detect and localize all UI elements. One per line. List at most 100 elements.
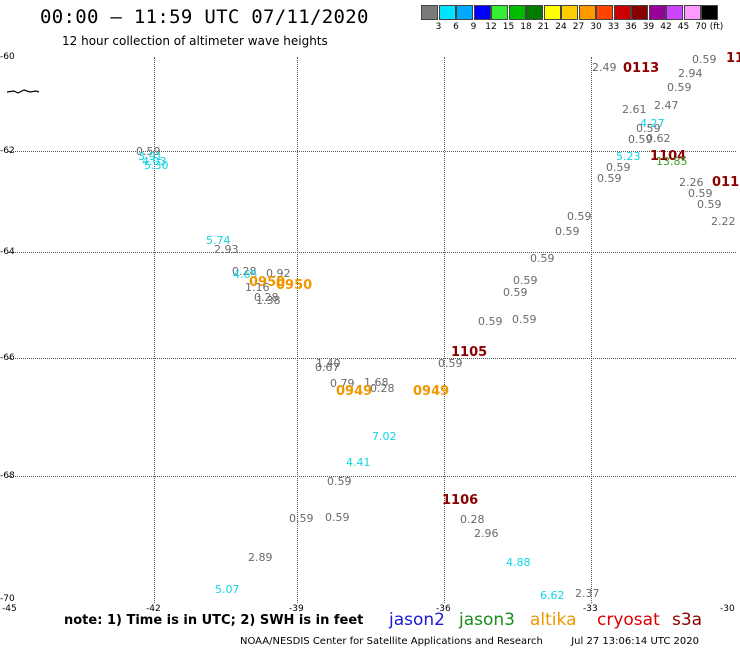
wave-height-value: 0.59 bbox=[606, 161, 631, 174]
meridian-line bbox=[444, 57, 445, 603]
map-title: 00:00 – 11:59 UTC 07/11/2020 bbox=[40, 6, 369, 28]
wave-height-value: 5.30 bbox=[144, 159, 169, 172]
parallel-line bbox=[8, 476, 736, 477]
wave-height-value: 0.59 bbox=[567, 210, 592, 223]
wave-height-value: 4.27 bbox=[640, 117, 665, 130]
wave-height-value: 5.07 bbox=[215, 583, 240, 596]
scale-label: 42 bbox=[660, 22, 672, 32]
scale-swatch bbox=[561, 5, 578, 20]
wave-height-value: 1.38 bbox=[256, 294, 281, 307]
latitude-label: -66 bbox=[0, 353, 15, 363]
scale-swatch bbox=[473, 5, 491, 20]
wave-height-value: 0.59 bbox=[136, 145, 161, 158]
scale-swatch bbox=[578, 5, 596, 20]
wave-height-value: 0.67 bbox=[315, 361, 340, 374]
pass-time-label: 1105 bbox=[451, 345, 488, 360]
latitude-label: -62 bbox=[0, 146, 15, 156]
scale-swatch bbox=[456, 5, 473, 20]
wave-height-value: 0.62 bbox=[646, 132, 671, 145]
wave-height-value: 2.93 bbox=[214, 243, 239, 256]
wave-height-value: 0.59 bbox=[513, 274, 538, 287]
wave-height-value: 2.96 bbox=[474, 527, 499, 540]
wave-height-value: 0.59 bbox=[325, 511, 350, 524]
footer-credit: NOAA/NESDIS Center for Satellite Applica… bbox=[240, 636, 699, 647]
wave-height-value: 0.59 bbox=[512, 313, 537, 326]
scale-swatch bbox=[631, 5, 648, 20]
scale-label: 33 bbox=[607, 22, 620, 32]
scale-label: 27 bbox=[572, 22, 585, 32]
wave-height-value: 2.94 bbox=[678, 67, 703, 80]
longitude-label: -33 bbox=[583, 604, 598, 614]
wave-height-value: 2.26 bbox=[679, 176, 704, 189]
wave-height-value: 0.92 bbox=[266, 267, 291, 280]
footer-note: note: 1) Time is in UTC; 2) SWH is in fe… bbox=[64, 613, 364, 628]
pass-time-label: 1104 bbox=[650, 149, 687, 164]
parallel-line bbox=[8, 358, 736, 359]
wave-height-value: 0.59 bbox=[628, 133, 653, 146]
wave-height-value: 0.59 bbox=[697, 198, 722, 211]
scale-swatch bbox=[613, 5, 631, 20]
scale-unit: (ft) bbox=[709, 22, 724, 32]
scale-label: 12 bbox=[485, 22, 497, 32]
scale-swatch bbox=[683, 5, 701, 20]
scale-swatch bbox=[526, 5, 543, 20]
wave-height-value: 5.23 bbox=[616, 150, 641, 163]
pass-time-label: 0950 bbox=[276, 278, 313, 293]
wave-height-value: 0.28 bbox=[370, 382, 395, 395]
longitude-label: -42 bbox=[146, 604, 161, 614]
wave-height-value: 0.59 bbox=[503, 286, 528, 299]
pass-time-label: 1106 bbox=[442, 493, 479, 508]
scale-swatch bbox=[508, 5, 526, 20]
parallel-line bbox=[8, 252, 736, 253]
wave-height-value: 0.59 bbox=[327, 475, 352, 488]
scale-swatch bbox=[648, 5, 666, 20]
scale-label: 24 bbox=[555, 22, 567, 32]
wave-height-value: 13.85 bbox=[656, 155, 688, 168]
wave-height-value: 2.37 bbox=[575, 587, 600, 600]
wave-height-value: 0.28 bbox=[460, 513, 485, 526]
latitude-label: -64 bbox=[0, 247, 15, 257]
wave-height-value: 4.41 bbox=[346, 456, 371, 469]
satellite-altika: altika bbox=[530, 610, 577, 630]
satellite-jason3: jason3 bbox=[459, 610, 515, 630]
scale-label: 36 bbox=[625, 22, 637, 32]
wave-height-value: 0.59 bbox=[597, 172, 622, 185]
wave-height-value: 1.16 bbox=[245, 281, 270, 294]
meridian-line bbox=[154, 57, 155, 603]
latitude-label: -60 bbox=[0, 52, 15, 62]
coastline-fragment bbox=[6, 89, 40, 94]
satellite-jason2: jason2 bbox=[389, 610, 445, 630]
scale-label: 21 bbox=[537, 22, 550, 32]
longitude-label: -36 bbox=[436, 604, 451, 614]
longitude-label: -45 bbox=[2, 604, 17, 614]
pass-time-label: 0113 bbox=[623, 61, 660, 76]
latitude-label: -70 bbox=[0, 594, 15, 604]
wave-height-value: 3.91 bbox=[138, 150, 163, 163]
wave-height-value: 2.47 bbox=[654, 99, 679, 112]
scale-swatch bbox=[491, 5, 508, 20]
wave-height-value: 0.59 bbox=[478, 315, 503, 328]
wave-height-value: 0.59 bbox=[688, 187, 713, 200]
map-subtitle: 12 hour collection of altimeter wave hei… bbox=[62, 34, 328, 48]
wave-height-value: 4.03 bbox=[142, 155, 167, 168]
pass-time-label: 0949 bbox=[336, 384, 373, 399]
satellite-cryosat: cryosat bbox=[597, 610, 660, 630]
wave-height-value: 2.22 bbox=[711, 215, 736, 228]
scale-label: 9 bbox=[470, 22, 477, 32]
scale-label: 70 bbox=[695, 22, 707, 32]
wave-height-value: 2.89 bbox=[248, 551, 273, 564]
scale-swatch bbox=[421, 5, 438, 20]
wave-height-value: 6.62 bbox=[540, 589, 565, 602]
wave-height-value: 0.59 bbox=[438, 357, 463, 370]
pass-time-label: 011 bbox=[712, 175, 740, 190]
scale-label: 30 bbox=[590, 22, 602, 32]
pass-time-label: 11 bbox=[726, 51, 740, 66]
scale-swatch bbox=[596, 5, 613, 20]
wave-height-value: 0.59 bbox=[289, 512, 314, 525]
wave-height-value: 0.28 bbox=[232, 265, 257, 278]
scale-label: 15 bbox=[502, 22, 515, 32]
meridian-line bbox=[591, 57, 592, 603]
scale-swatch bbox=[438, 5, 456, 20]
wave-height-value: 1.68 bbox=[364, 376, 389, 389]
wave-height-value: 2.61 bbox=[622, 103, 647, 116]
